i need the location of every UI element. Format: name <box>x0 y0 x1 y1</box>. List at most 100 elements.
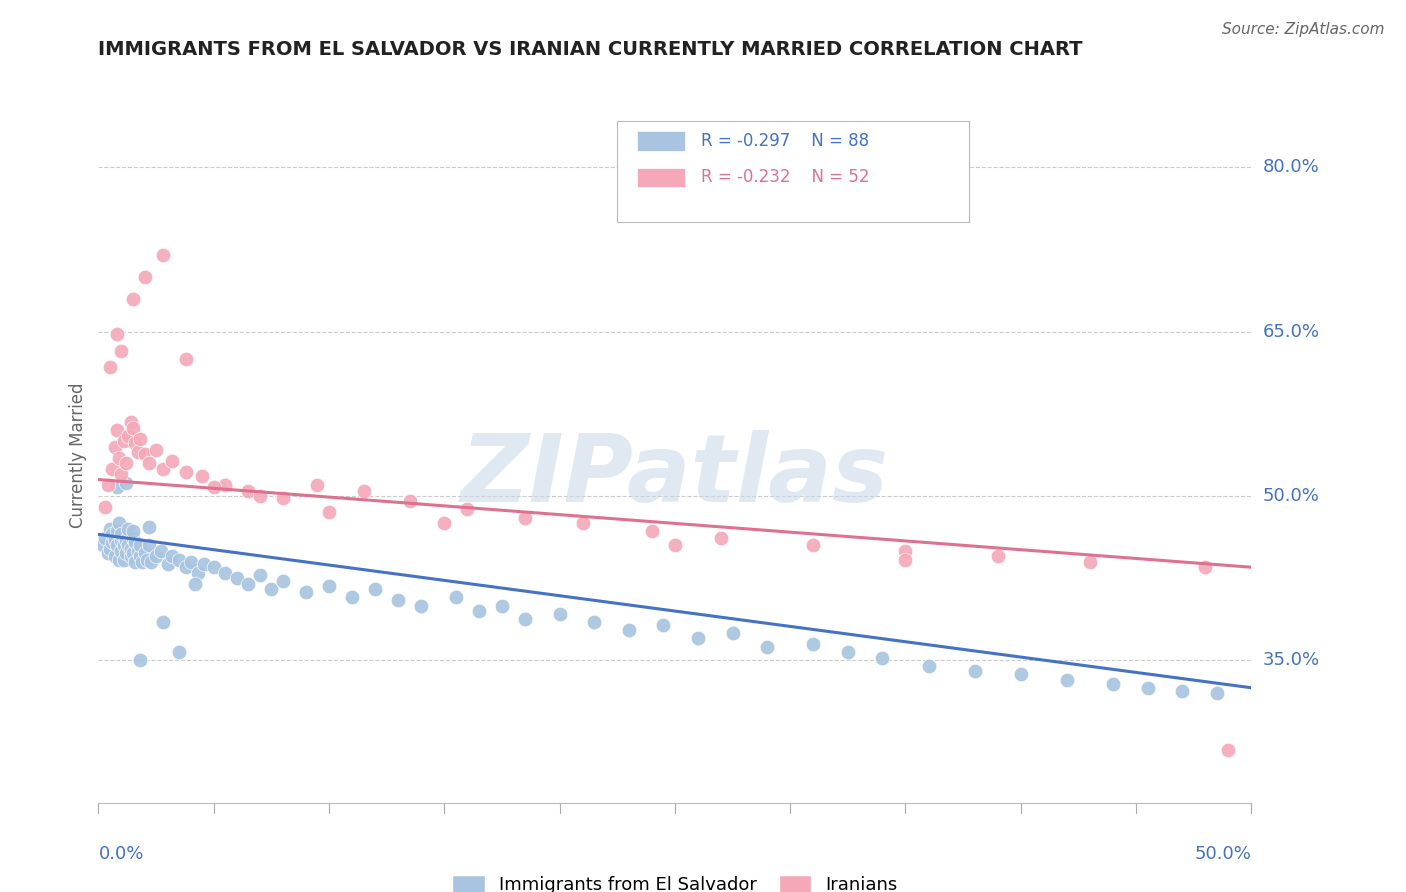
Point <box>686 632 709 646</box>
Point <box>318 505 340 519</box>
Point <box>801 637 824 651</box>
Point <box>271 491 294 506</box>
Point <box>145 442 167 457</box>
Point <box>145 549 167 564</box>
Point <box>917 658 939 673</box>
Text: 80.0%: 80.0% <box>1263 158 1319 177</box>
FancyBboxPatch shape <box>617 121 969 222</box>
Point <box>120 541 142 556</box>
Point <box>387 593 409 607</box>
Point <box>117 429 139 443</box>
Point <box>97 546 120 560</box>
Point <box>103 549 125 564</box>
Point <box>1136 681 1159 695</box>
Point <box>138 456 160 470</box>
Point <box>108 450 131 465</box>
Point <box>491 599 513 613</box>
Point <box>583 615 606 629</box>
Point <box>152 248 174 262</box>
Point <box>174 352 197 367</box>
Point <box>641 524 664 538</box>
Point <box>134 269 156 284</box>
Point <box>167 552 190 566</box>
Point <box>271 574 294 589</box>
Point <box>115 533 138 547</box>
Point <box>174 560 197 574</box>
Point <box>1171 684 1194 698</box>
Point <box>202 560 225 574</box>
Point <box>249 489 271 503</box>
Point <box>710 531 733 545</box>
Text: 35.0%: 35.0% <box>1263 651 1320 669</box>
Text: 65.0%: 65.0% <box>1263 323 1319 341</box>
Point <box>129 538 152 552</box>
Point <box>249 568 271 582</box>
Point <box>108 516 131 531</box>
Point <box>571 516 593 531</box>
Point <box>187 566 209 580</box>
Point <box>214 566 236 580</box>
Point <box>105 480 128 494</box>
Point <box>987 549 1010 564</box>
Point <box>756 640 779 655</box>
Text: 0.0%: 0.0% <box>98 845 143 863</box>
Text: 50.0%: 50.0% <box>1195 845 1251 863</box>
Point <box>122 546 145 560</box>
Text: ZIPatlas: ZIPatlas <box>461 430 889 522</box>
Point <box>152 615 174 629</box>
Point <box>110 527 132 541</box>
Point <box>122 524 145 538</box>
Point <box>112 538 135 552</box>
Point <box>1078 555 1101 569</box>
Point <box>468 604 491 618</box>
Point <box>801 538 824 552</box>
Point <box>124 555 146 569</box>
Point <box>617 623 640 637</box>
Point <box>97 478 120 492</box>
Point <box>1194 560 1216 574</box>
Point <box>108 552 131 566</box>
Text: Source: ZipAtlas.com: Source: ZipAtlas.com <box>1222 22 1385 37</box>
Point <box>134 447 156 461</box>
Point <box>105 326 128 341</box>
Point <box>872 651 894 665</box>
Point <box>318 579 340 593</box>
Point <box>202 480 225 494</box>
Point <box>120 415 142 429</box>
Point <box>340 590 363 604</box>
Point <box>129 549 152 564</box>
Point <box>141 555 163 569</box>
Point <box>398 494 420 508</box>
Point <box>160 454 183 468</box>
Point <box>1056 673 1078 687</box>
Y-axis label: Currently Married: Currently Married <box>69 382 87 528</box>
Point <box>120 549 142 564</box>
Legend: Immigrants from El Salvador, Iranians: Immigrants from El Salvador, Iranians <box>444 868 905 892</box>
Point <box>129 653 152 667</box>
Text: R = -0.232    N = 52: R = -0.232 N = 52 <box>702 169 870 186</box>
Point <box>456 502 478 516</box>
Point <box>91 538 114 552</box>
Point <box>110 344 132 359</box>
Point <box>122 292 145 306</box>
Point <box>105 423 128 437</box>
Point <box>1218 743 1240 757</box>
Point <box>122 421 145 435</box>
Point <box>167 644 190 658</box>
Point <box>101 535 124 549</box>
FancyBboxPatch shape <box>637 131 685 151</box>
Point <box>411 599 433 613</box>
Point <box>513 612 536 626</box>
Point <box>1010 666 1032 681</box>
Point <box>127 543 149 558</box>
Point <box>110 467 132 481</box>
Point <box>98 522 121 536</box>
Point <box>238 576 260 591</box>
Point <box>98 541 121 556</box>
Point <box>433 516 456 531</box>
Point <box>117 538 139 552</box>
Point <box>98 359 121 374</box>
Point <box>513 511 536 525</box>
Point <box>110 543 132 558</box>
Point <box>110 533 132 547</box>
